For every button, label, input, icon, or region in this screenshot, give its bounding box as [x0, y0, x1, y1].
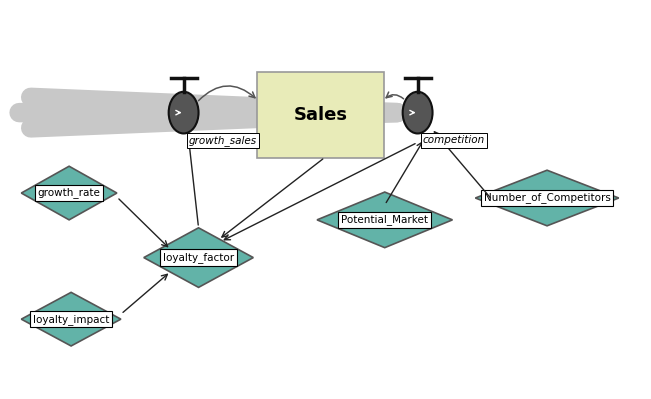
Text: growth_rate: growth_rate [38, 188, 100, 198]
Text: Sales: Sales [294, 106, 348, 124]
Text: loyalty_factor: loyalty_factor [163, 252, 234, 263]
Text: loyalty_impact: loyalty_impact [33, 314, 109, 325]
Polygon shape [21, 292, 121, 346]
FancyBboxPatch shape [257, 72, 383, 158]
Polygon shape [21, 166, 117, 220]
Text: competition: competition [422, 135, 485, 146]
Text: growth_sales: growth_sales [189, 135, 256, 146]
Text: Number_of_Competitors: Number_of_Competitors [484, 193, 611, 203]
Ellipse shape [403, 92, 432, 133]
Text: Potential_Market: Potential_Market [341, 214, 428, 225]
Polygon shape [317, 192, 452, 248]
Polygon shape [144, 228, 253, 287]
Ellipse shape [169, 92, 199, 133]
Polygon shape [475, 170, 618, 226]
